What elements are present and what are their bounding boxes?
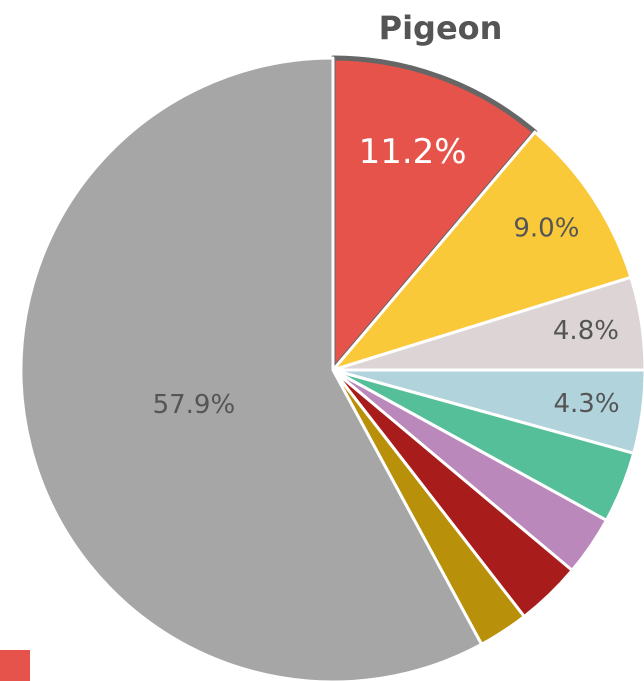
slice-label: 9.0% [513,213,579,243]
selected-category: Pigeon [379,9,503,47]
slice-label: 57.9% [153,390,236,420]
slice-label: 11.2% [359,132,467,172]
slice-label: 4.3% [553,389,619,419]
pie-slice [331,275,644,372]
pie-slice [331,130,633,372]
slice-label: 4.8% [553,316,619,346]
selected-outline [330,55,538,373]
legend-swatch [0,650,30,681]
pie-slice [19,56,484,681]
